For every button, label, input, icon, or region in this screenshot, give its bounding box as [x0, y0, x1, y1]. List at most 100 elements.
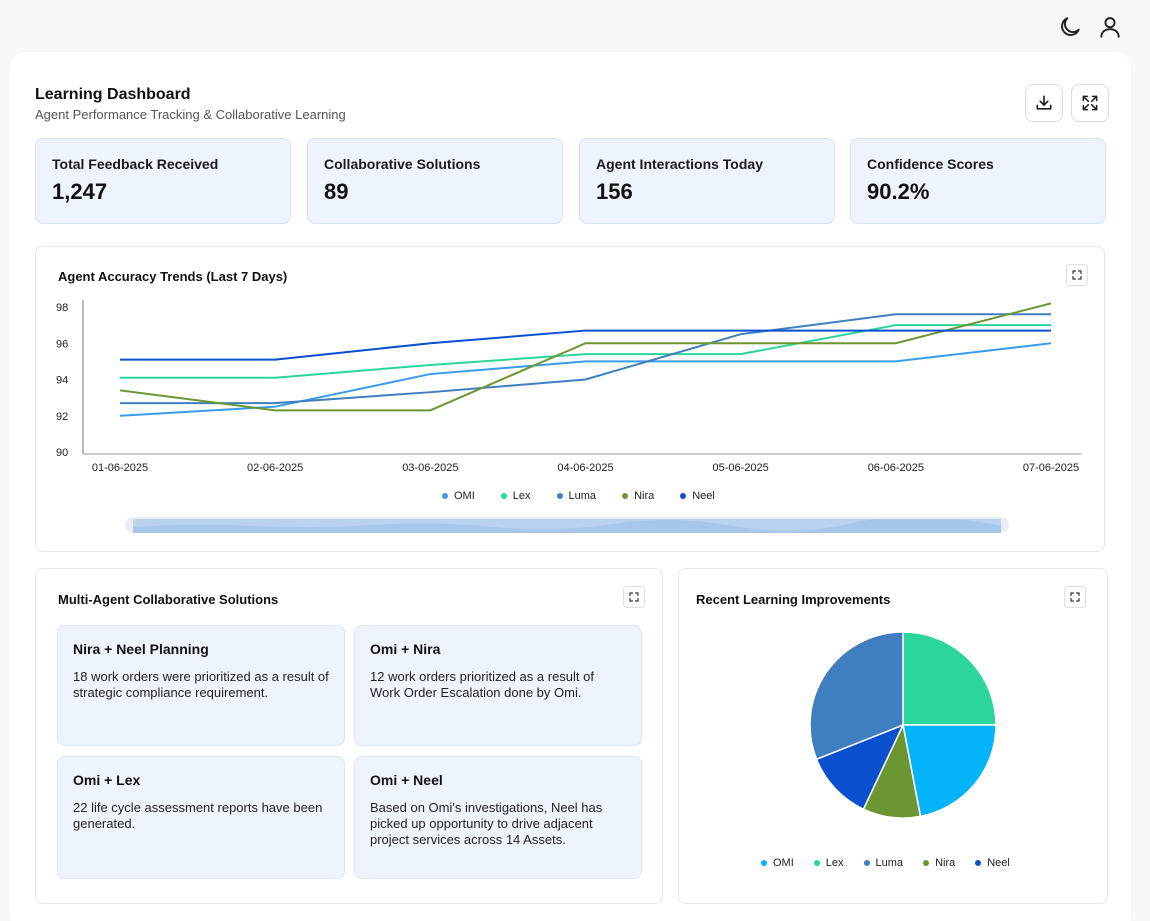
chart-title: Agent Accuracy Trends (Last 7 Days): [58, 269, 288, 284]
legend-dot: [442, 493, 448, 499]
pie-slice-omi[interactable]: [902, 724, 997, 818]
legend-item-nira[interactable]: Nira: [923, 857, 955, 869]
pie-slice-neel[interactable]: [815, 723, 905, 811]
legend-item-luma[interactable]: Luma: [863, 857, 904, 869]
x-tick-label: 02-06-2025: [247, 462, 303, 474]
y-tick-label: 90: [56, 447, 68, 459]
legend-item-lex[interactable]: Lex: [500, 490, 531, 502]
legend-label: Luma: [568, 490, 597, 502]
collab-item-text: 22 life cycle assessment reports have be…: [73, 800, 323, 831]
legend-label: Luma: [875, 857, 904, 869]
x-tick-label: 01-06-2025: [92, 462, 148, 474]
expand-pie-button[interactable]: [1064, 586, 1086, 608]
legend-item-neel[interactable]: Neel: [680, 490, 715, 502]
collab-title: Multi-Agent Collaborative Solutions: [58, 592, 279, 607]
legend-item-nira[interactable]: Nira: [622, 490, 654, 502]
collab-item-text: 18 work orders were prioritized as a res…: [73, 669, 329, 700]
legend-label: Lex: [512, 490, 531, 502]
collab-item-title: Omi + Lex: [73, 772, 141, 788]
series-line-luma[interactable]: [120, 313, 1051, 405]
x-tick-label: 03-06-2025: [402, 462, 458, 474]
kpi-value: 1,247: [52, 179, 108, 204]
legend-item-omi[interactable]: OMI: [442, 490, 475, 502]
page-title: Learning Dashboard: [35, 86, 191, 103]
expand-collab-button[interactable]: [623, 586, 645, 608]
kpi-label: Confidence Scores: [867, 156, 994, 172]
accuracy-line-chart: 90 92 94 96 98 01-06-2025 02-06-2025 03-06-2025…: [56, 300, 1082, 474]
fullscreen-button[interactable]: [1071, 84, 1109, 122]
collab-item-text: 12 work orders prioritized as a result o…: [370, 669, 594, 700]
legend-label: OMI: [454, 490, 475, 502]
line-chart-legend: OMI Lex Luma Nira Neel: [442, 490, 741, 502]
moon-icon[interactable]: [1057, 14, 1083, 40]
legend-dot: [680, 493, 687, 499]
expand-icon: [1072, 270, 1082, 280]
pie-slice-luma[interactable]: [809, 631, 904, 761]
legend-label: Lex: [825, 857, 844, 869]
kpi-confidence-scores: Confidence Scores 90.2%: [850, 138, 1106, 224]
legend-label: Nira: [935, 857, 956, 869]
pie-chart-legend: OMI Lex Luma Nira Neel: [761, 857, 1030, 869]
series-line-omi[interactable]: [119, 342, 1052, 417]
accuracy-trends-card: Agent Accuracy Trends (Last 7 Days) 90 92…: [35, 246, 1105, 552]
legend-dot: [622, 493, 629, 499]
legend-label: Neel: [987, 857, 1010, 869]
collab-item-text: Based on Omi's investigations, Neel has …: [370, 800, 603, 847]
legend-dot: [500, 493, 507, 499]
collab-item: Omi + Nira 12 work orders prioritized as…: [354, 625, 642, 746]
legend-dot: [556, 493, 563, 499]
learning-pie-chart: [809, 631, 997, 819]
y-tick-label: 92: [56, 411, 68, 423]
series-line-nira[interactable]: [119, 302, 1052, 412]
legend-dot: [923, 860, 930, 866]
expand-icon: [1070, 592, 1080, 602]
y-tick-label: 96: [56, 338, 68, 350]
download-icon: [1036, 95, 1052, 110]
legend-label: Neel: [692, 490, 715, 502]
chart-zoom-slider[interactable]: [125, 517, 1009, 533]
page-subtitle: Agent Performance Tracking & Collaborati…: [35, 107, 346, 122]
kpi-label: Agent Interactions Today: [596, 156, 763, 172]
download-button[interactable]: [1025, 84, 1063, 122]
user-icon[interactable]: [1097, 14, 1123, 40]
y-tick-label: 98: [56, 302, 68, 314]
slider-selection[interactable]: [133, 519, 1001, 533]
collab-item: Omi + Neel Based on Omi's investigations…: [354, 756, 642, 879]
legend-dot: [975, 860, 982, 866]
x-tick-label: 04-06-2025: [557, 462, 613, 474]
y-tick-label: 94: [56, 375, 68, 387]
pie-slice-lex[interactable]: [902, 631, 997, 726]
kpi-label: Total Feedback Received: [52, 156, 219, 172]
kpi-label: Collaborative Solutions: [324, 156, 481, 172]
legend-label: Nira: [634, 490, 655, 502]
learning-improvements-card: Recent Learning Improvements OMI Lex Luma N…: [678, 568, 1108, 904]
kpi-total-feedback: Total Feedback Received 1,247: [35, 138, 291, 224]
kpi-value: 89: [324, 179, 349, 204]
x-tick-label: 05-06-2025: [713, 462, 769, 474]
kpi-value: 90.2%: [867, 179, 930, 204]
collab-item-title: Omi + Neel: [370, 772, 443, 788]
expand-icon: [1082, 95, 1098, 111]
legend-item-lex[interactable]: Lex: [813, 857, 844, 869]
collab-solutions-card: Multi-Agent Collaborative Solutions Nira…: [35, 568, 663, 904]
legend-item-luma[interactable]: Luma: [556, 490, 597, 502]
collab-item: Omi + Lex 22 life cycle assessment repor…: [57, 756, 345, 879]
series-line-lex[interactable]: [120, 324, 1051, 379]
dashboard-panel: Learning Dashboard Agent Performance Tra…: [10, 52, 1131, 921]
legend-dot: [863, 860, 870, 866]
legend-item-omi[interactable]: OMI: [761, 857, 794, 869]
collab-item-title: Nira + Neel Planning: [73, 641, 209, 657]
kpi-agent-interactions: Agent Interactions Today 156: [579, 138, 835, 224]
series-line-neel[interactable]: [120, 329, 1051, 361]
legend-label: OMI: [773, 857, 794, 869]
pie-title: Recent Learning Improvements: [696, 592, 891, 607]
kpi-value: 156: [596, 179, 633, 204]
legend-item-neel[interactable]: Neel: [975, 857, 1010, 869]
x-tick-label: 06-06-2025: [868, 462, 924, 474]
collab-item: Nira + Neel Planning 18 work orders were…: [57, 625, 345, 746]
expand-chart-button[interactable]: [1066, 264, 1088, 286]
legend-dot: [761, 860, 767, 866]
collab-item-title: Omi + Nira: [370, 641, 441, 657]
x-tick-label: 07-06-2025: [1023, 462, 1079, 474]
kpi-collaborative-solutions: Collaborative Solutions 89: [307, 138, 563, 224]
